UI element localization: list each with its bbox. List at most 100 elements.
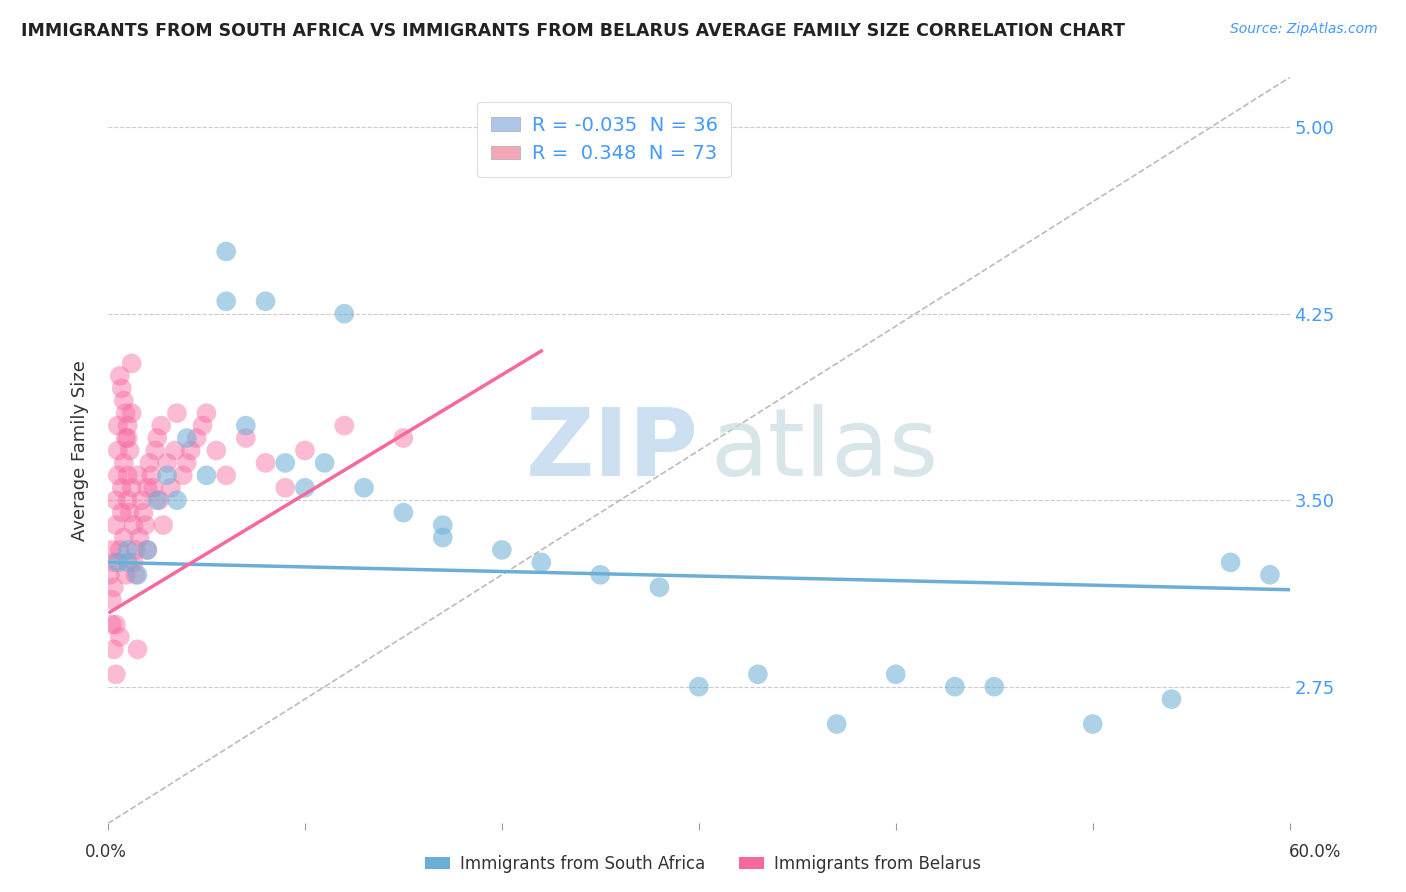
Point — [143, 443, 166, 458]
Point — [121, 406, 143, 420]
Point — [176, 456, 198, 470]
Point — [884, 667, 907, 681]
Point — [107, 418, 129, 433]
Point — [180, 443, 202, 458]
Point — [108, 368, 131, 383]
Point — [117, 418, 139, 433]
Point — [156, 468, 179, 483]
Point — [166, 493, 188, 508]
Point — [127, 642, 149, 657]
Point — [254, 456, 277, 470]
Point — [111, 481, 134, 495]
Point — [176, 431, 198, 445]
Point — [688, 680, 710, 694]
Text: IMMIGRANTS FROM SOUTH AFRICA VS IMMIGRANTS FROM BELARUS AVERAGE FAMILY SIZE CORR: IMMIGRANTS FROM SOUTH AFRICA VS IMMIGRAN… — [21, 22, 1125, 40]
Point — [101, 592, 124, 607]
Text: 60.0%: 60.0% — [1288, 843, 1341, 861]
Point — [118, 506, 141, 520]
Point — [107, 443, 129, 458]
Point — [114, 567, 136, 582]
Legend: Immigrants from South Africa, Immigrants from Belarus: Immigrants from South Africa, Immigrants… — [419, 848, 987, 880]
Point — [274, 481, 297, 495]
Text: Source: ZipAtlas.com: Source: ZipAtlas.com — [1230, 22, 1378, 37]
Point — [166, 406, 188, 420]
Point — [333, 307, 356, 321]
Point — [392, 431, 415, 445]
Point — [104, 493, 127, 508]
Point — [1219, 555, 1241, 569]
Point — [215, 244, 238, 259]
Point — [1081, 717, 1104, 731]
Point — [150, 418, 173, 433]
Point — [160, 481, 183, 495]
Y-axis label: Average Family Size: Average Family Size — [72, 360, 89, 541]
Point — [152, 518, 174, 533]
Point — [132, 506, 155, 520]
Point — [128, 531, 150, 545]
Point — [983, 680, 1005, 694]
Point — [392, 506, 415, 520]
Point — [101, 617, 124, 632]
Point — [825, 717, 848, 731]
Point — [136, 543, 159, 558]
Point — [127, 567, 149, 582]
Point — [127, 468, 149, 483]
Legend: R = -0.035  N = 36, R =  0.348  N = 73: R = -0.035 N = 36, R = 0.348 N = 73 — [477, 102, 731, 177]
Point — [103, 555, 125, 569]
Point — [112, 456, 135, 470]
Point — [104, 667, 127, 681]
Point — [111, 506, 134, 520]
Point — [112, 393, 135, 408]
Point — [172, 468, 194, 483]
Point — [186, 431, 208, 445]
Point — [117, 555, 139, 569]
Point — [111, 381, 134, 395]
Text: ZIP: ZIP — [526, 404, 699, 497]
Point — [117, 431, 139, 445]
Point — [648, 580, 671, 594]
Point — [215, 468, 238, 483]
Point — [136, 543, 159, 558]
Point — [136, 481, 159, 495]
Point — [134, 518, 156, 533]
Point — [124, 543, 146, 558]
Point — [215, 294, 238, 309]
Point — [142, 481, 165, 495]
Point — [117, 468, 139, 483]
Point — [1160, 692, 1182, 706]
Point — [108, 630, 131, 644]
Point — [432, 518, 454, 533]
Point — [530, 555, 553, 569]
Point — [117, 543, 139, 558]
Point — [156, 456, 179, 470]
Point — [294, 443, 316, 458]
Point — [98, 567, 121, 582]
Point — [589, 567, 612, 582]
Point — [122, 518, 145, 533]
Point — [432, 531, 454, 545]
Point — [122, 555, 145, 569]
Point — [107, 555, 129, 569]
Point — [114, 431, 136, 445]
Point — [104, 518, 127, 533]
Point — [101, 543, 124, 558]
Point — [121, 356, 143, 370]
Point — [294, 481, 316, 495]
Point — [108, 543, 131, 558]
Point — [104, 617, 127, 632]
Point — [195, 406, 218, 420]
Point — [131, 493, 153, 508]
Point — [163, 443, 186, 458]
Point — [235, 418, 257, 433]
Point — [124, 567, 146, 582]
Point — [274, 456, 297, 470]
Point — [148, 493, 170, 508]
Point — [747, 667, 769, 681]
Point — [1258, 567, 1281, 582]
Point — [117, 493, 139, 508]
Point — [333, 418, 356, 433]
Point — [118, 443, 141, 458]
Point — [146, 431, 169, 445]
Text: 0.0%: 0.0% — [84, 843, 127, 861]
Point — [943, 680, 966, 694]
